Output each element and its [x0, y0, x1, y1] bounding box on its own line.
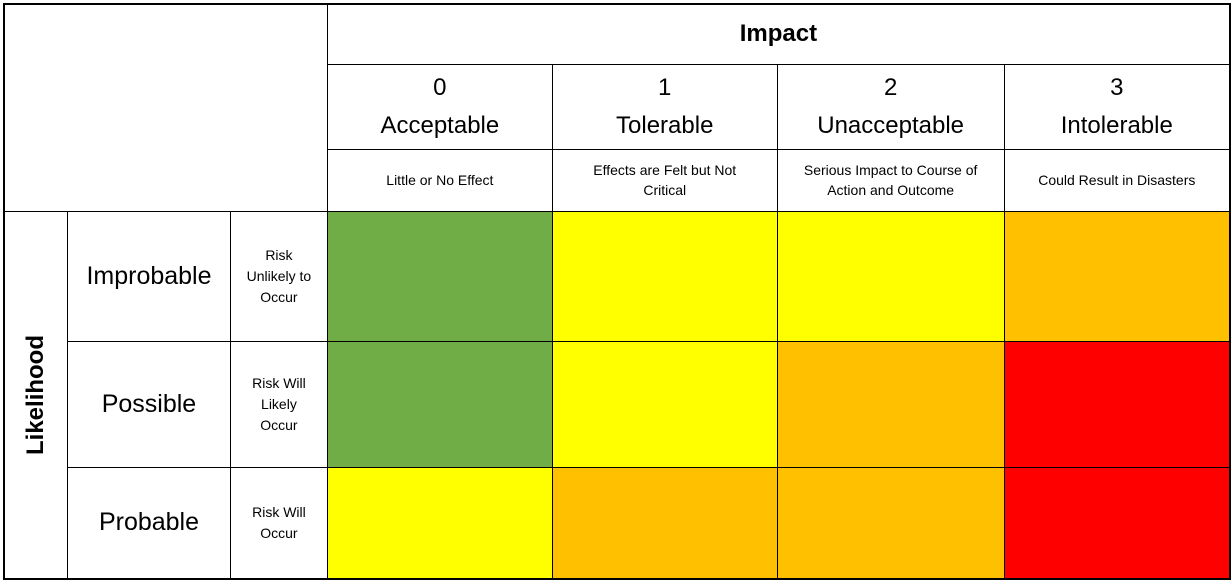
column-score: 3 — [1110, 74, 1124, 102]
column-label: Intolerable — [1060, 111, 1173, 139]
column-label: Unacceptable — [817, 111, 965, 139]
risk-cell-improbable-tolerable — [551, 210, 778, 342]
row-description-possible: Risk Will Likely Occur — [229, 340, 328, 468]
risk-cell-possible-unacceptable — [776, 340, 1005, 468]
column-header-unacceptable: 2 Unacceptable — [776, 63, 1005, 150]
column-description-tolerable: Effects are Felt but Not Critical — [551, 148, 778, 212]
column-label: Acceptable — [380, 111, 500, 139]
row-description-improbable: Risk Unlikely to Occur — [229, 210, 328, 342]
likelihood-axis-header: Likelihood — [3, 210, 68, 580]
risk-cell-improbable-unacceptable — [776, 210, 1005, 342]
risk-cell-possible-intolerable — [1003, 340, 1231, 468]
column-header-acceptable: 0 Acceptable — [326, 63, 553, 150]
empty-corner-cell — [3, 3, 328, 212]
risk-cell-probable-tolerable — [551, 466, 778, 580]
risk-cell-probable-intolerable — [1003, 466, 1231, 580]
risk-cell-probable-acceptable — [326, 466, 553, 580]
impact-axis-header: Impact — [326, 3, 1231, 65]
row-description-probable: Risk Will Occur — [229, 466, 328, 580]
column-score: 0 — [433, 74, 447, 102]
risk-cell-possible-acceptable — [326, 340, 553, 468]
column-description-acceptable: Little or No Effect — [326, 148, 553, 212]
risk-cell-improbable-acceptable — [326, 210, 553, 342]
row-label-improbable: Improbable — [67, 210, 231, 342]
column-header-intolerable: 3 Intolerable — [1003, 63, 1231, 150]
row-label-probable: Probable — [67, 466, 231, 580]
column-score: 1 — [658, 74, 672, 102]
risk-matrix-table: Impact 0 Acceptable 1 Tolerable 2 Unacce… — [3, 3, 1231, 580]
risk-cell-improbable-intolerable — [1003, 210, 1231, 342]
row-label-possible: Possible — [67, 340, 231, 468]
column-description-unacceptable: Serious Impact to Course of Action and O… — [776, 148, 1005, 212]
risk-cell-possible-tolerable — [551, 340, 778, 468]
risk-cell-probable-unacceptable — [776, 466, 1005, 580]
column-description-intolerable: Could Result in Disasters — [1003, 148, 1231, 212]
likelihood-axis-label: Likelihood — [22, 334, 49, 455]
column-score: 2 — [883, 74, 898, 102]
column-header-tolerable: 1 Tolerable — [551, 63, 778, 150]
column-label: Tolerable — [616, 111, 714, 139]
